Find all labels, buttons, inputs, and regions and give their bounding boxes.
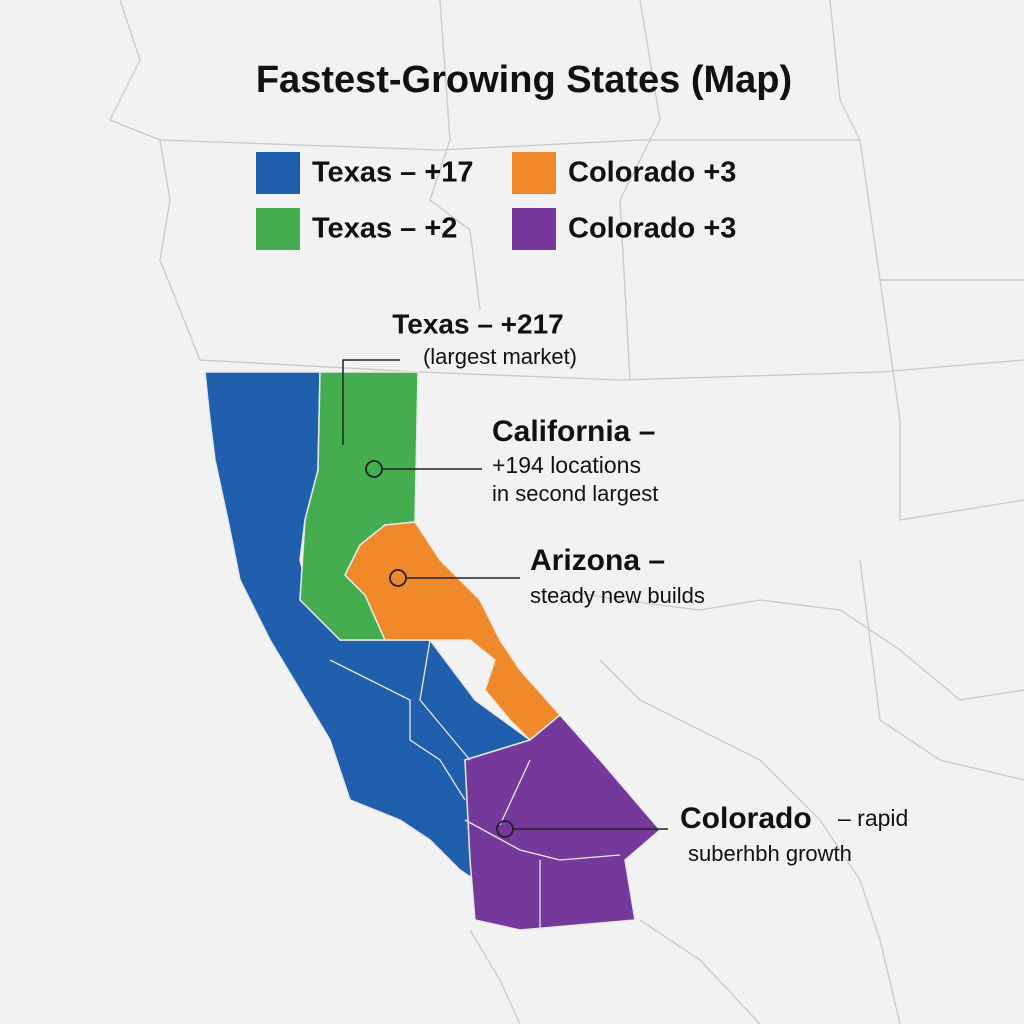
annotation-text: (largest market) (423, 344, 577, 369)
legend-swatch (512, 208, 556, 250)
annotation-text: in second largest (492, 481, 658, 506)
regions (204, 371, 662, 931)
annotation-title: Colorado (680, 802, 812, 835)
annotation-text: suberhbh growth (688, 841, 852, 866)
annotation-text: – rapid (838, 805, 908, 831)
legend-label: Colorado +3 (568, 157, 736, 189)
annotation-title: Texas – +217 (392, 308, 564, 339)
region-orange (344, 521, 562, 742)
annotation-title: Arizona – (530, 544, 665, 577)
legend-label: Colorado +3 (568, 213, 736, 245)
leader-line (342, 359, 400, 445)
title: Fastest-Growing States (Map) (256, 59, 792, 101)
annotation-title: California – (492, 415, 655, 448)
legend-swatch (256, 152, 300, 194)
legend-label: Texas – +2 (312, 213, 457, 245)
annotations: Texas – +217 (largest market) California… (342, 308, 908, 866)
base-map (109, 0, 1024, 1024)
legend: Texas – +17 Colorado +3 Texas – +2 Colorado… (256, 152, 736, 250)
legend-swatch (256, 208, 300, 250)
legend-label: Texas – +17 (312, 157, 474, 189)
legend-swatch (512, 152, 556, 194)
region-purple (464, 713, 662, 931)
annotation-text: +194 locations (492, 452, 641, 478)
annotation-text: steady new builds (530, 583, 705, 608)
